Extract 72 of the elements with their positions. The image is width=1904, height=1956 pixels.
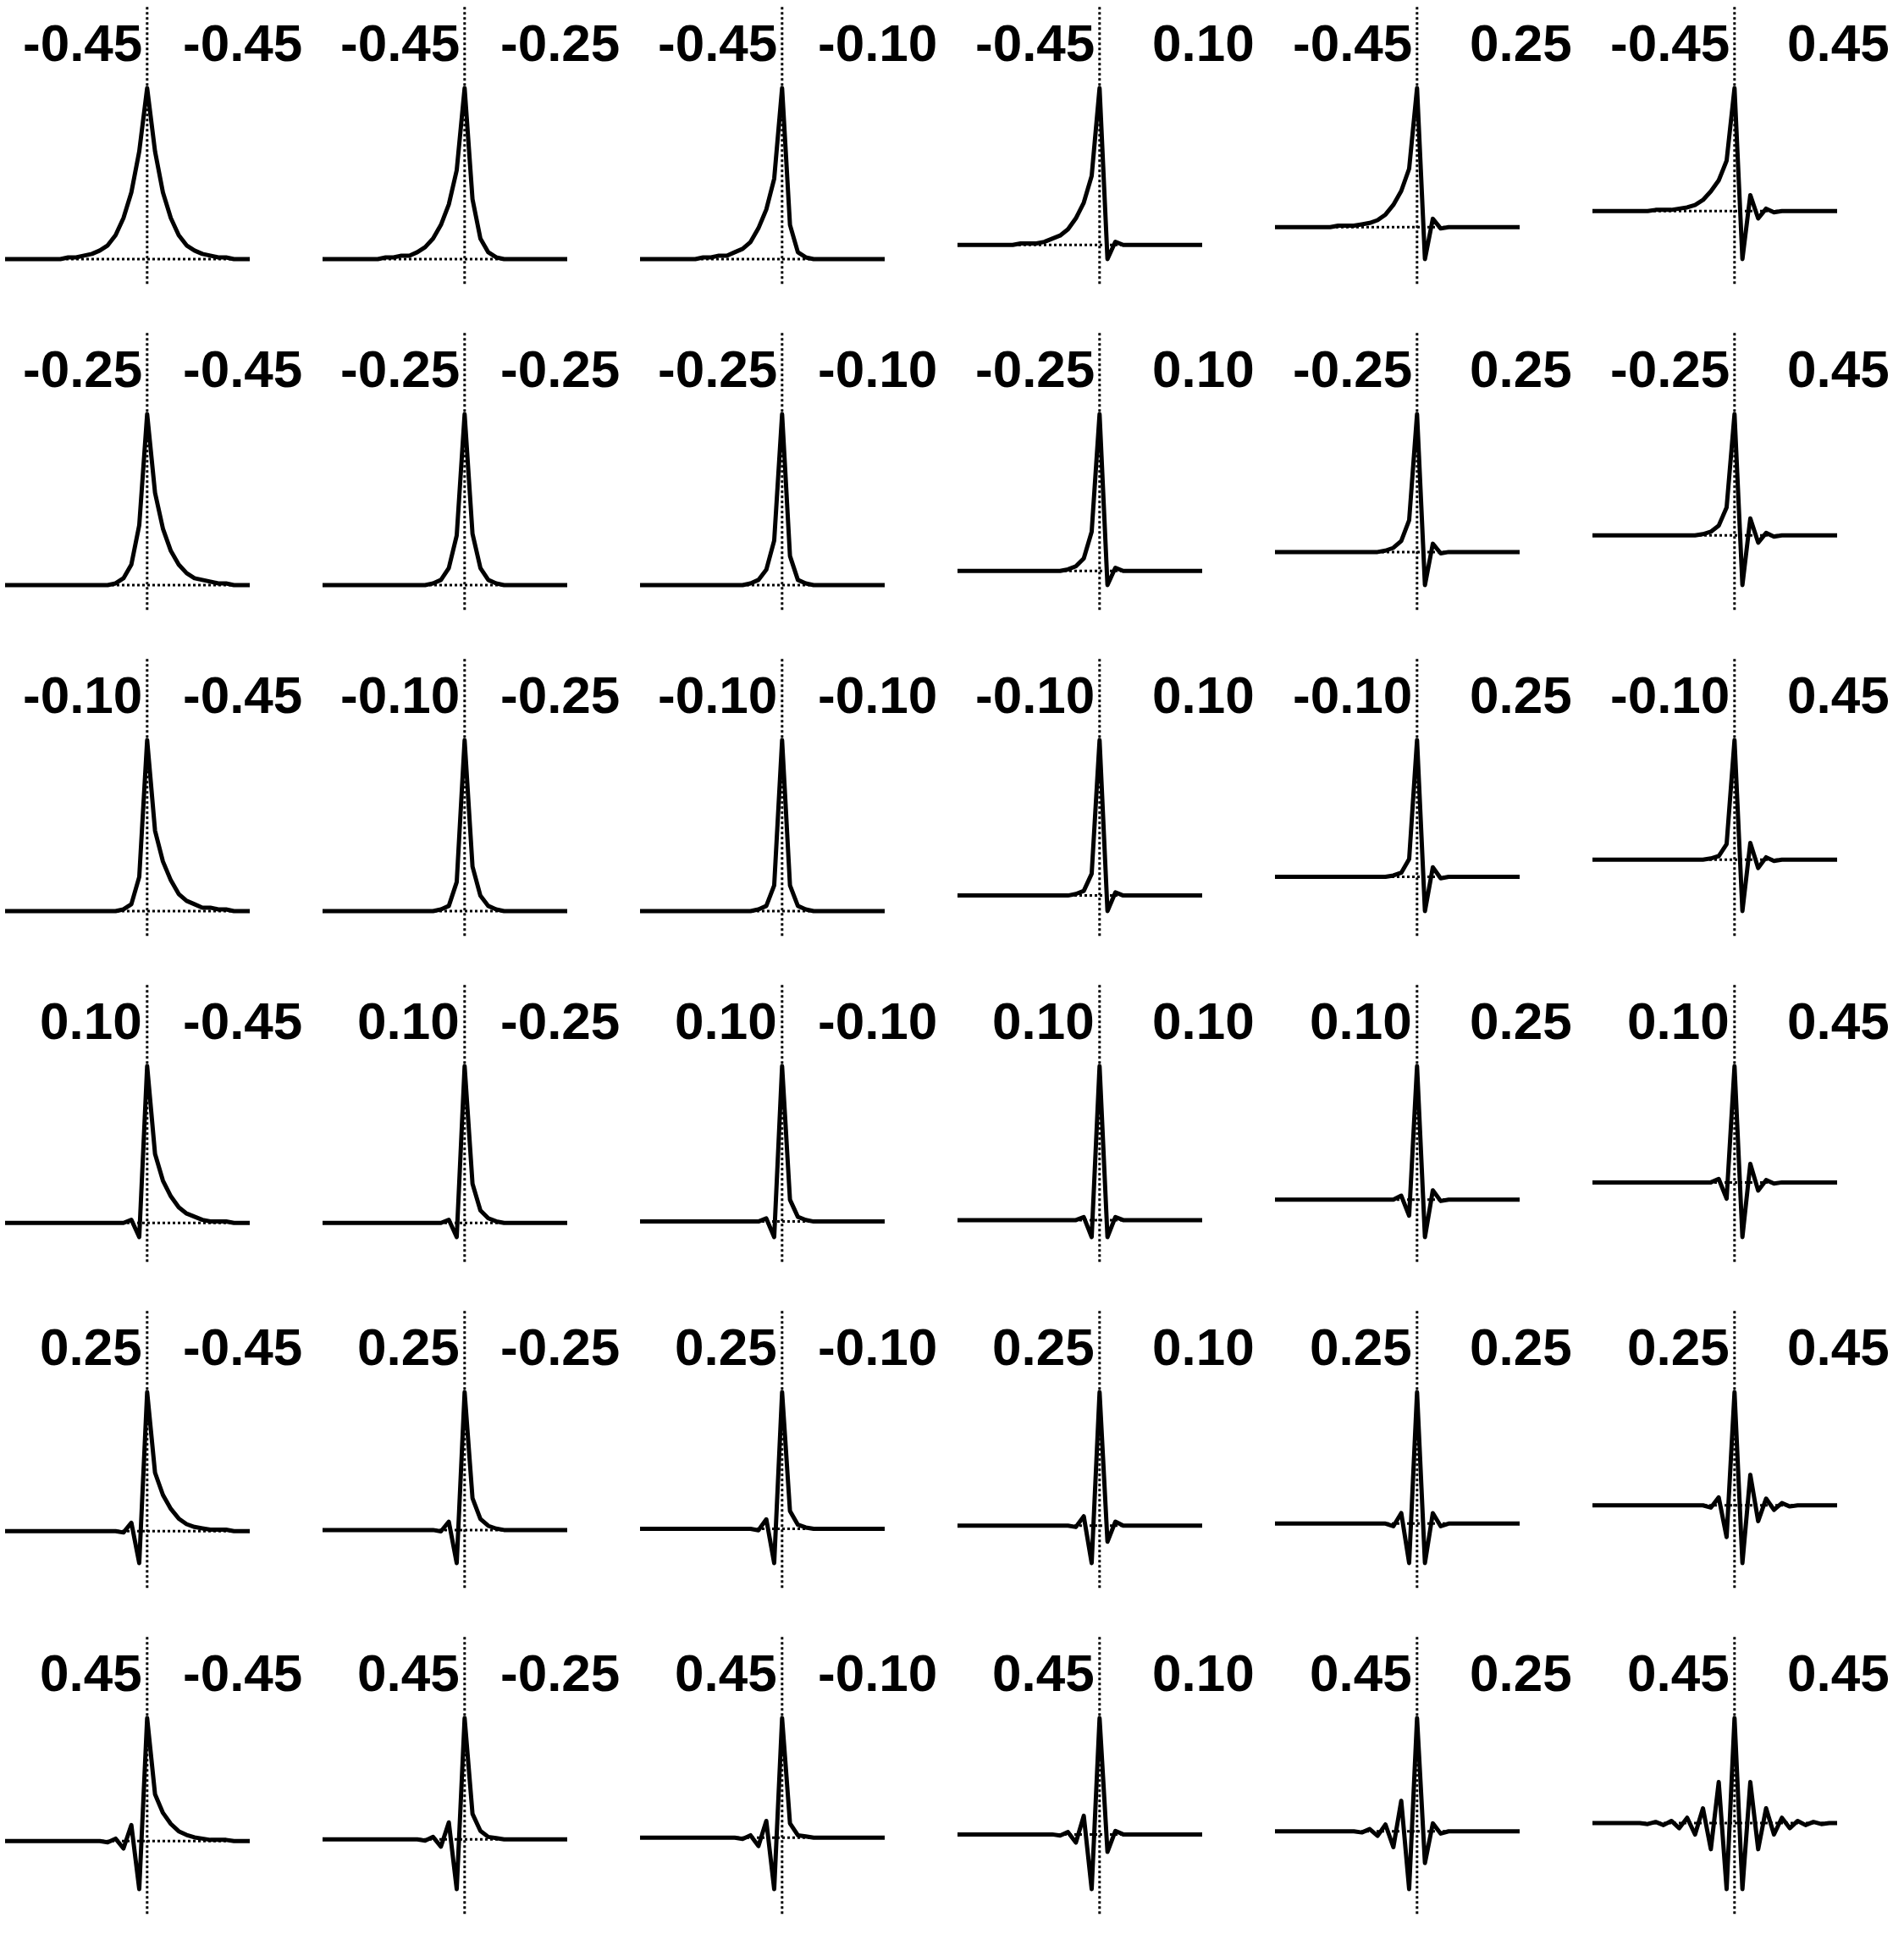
text: 0.45 [1787, 1318, 1890, 1376]
text: -0.10 [23, 666, 143, 724]
text: 0.25 [1470, 1644, 1572, 1702]
text: 0.45 [357, 1644, 460, 1702]
text: 0.10 [1152, 14, 1255, 72]
text: -0.10 [1293, 666, 1413, 724]
text: 0.45 [1310, 1644, 1412, 1702]
text: -0.25 [500, 1644, 621, 1702]
text: 0.45 [1787, 1644, 1890, 1702]
text: -0.45 [183, 1644, 303, 1702]
text: -0.10 [818, 992, 938, 1050]
text: -0.25 [23, 340, 143, 398]
text: 0.25 [1310, 1318, 1412, 1376]
text: -0.25 [658, 340, 778, 398]
text: -0.45 [183, 992, 303, 1050]
text: 0.10 [1152, 1318, 1255, 1376]
text: -0.10 [658, 666, 778, 724]
text: 0.45 [1627, 1644, 1730, 1702]
text: 0.25 [675, 1318, 777, 1376]
text: 0.25 [357, 1318, 460, 1376]
text: -0.10 [818, 1644, 938, 1702]
text: -0.10 [818, 14, 938, 72]
text: 0.10 [1310, 992, 1412, 1050]
text: -0.10 [1610, 666, 1730, 724]
text: -0.25 [340, 340, 461, 398]
text: -0.10 [818, 666, 938, 724]
text: 0.45 [1787, 340, 1890, 398]
text: 0.25 [1470, 1318, 1572, 1376]
text: 0.45 [1787, 666, 1890, 724]
text: 0.45 [992, 1644, 1095, 1702]
text: -0.25 [1293, 340, 1413, 398]
text: 0.10 [1152, 666, 1255, 724]
text: 0.10 [1152, 1644, 1255, 1702]
text: 0.10 [675, 992, 777, 1050]
text: -0.25 [500, 340, 621, 398]
text: 0.25 [40, 1318, 142, 1376]
text: -0.45 [658, 14, 778, 72]
text: -0.25 [500, 992, 621, 1050]
text: -0.45 [183, 1318, 303, 1376]
text: 0.10 [1152, 340, 1255, 398]
text: 0.10 [1627, 992, 1730, 1050]
text: -0.10 [818, 1318, 938, 1376]
text: 0.10 [992, 992, 1095, 1050]
text: 0.25 [1470, 992, 1572, 1050]
text: -0.10 [975, 666, 1095, 724]
text: -0.45 [340, 14, 461, 72]
text: -0.45 [183, 14, 303, 72]
text: 0.25 [1470, 340, 1572, 398]
text: -0.45 [1610, 14, 1730, 72]
text: -0.25 [500, 14, 621, 72]
text: 0.45 [1787, 14, 1890, 72]
text: -0.25 [1610, 340, 1730, 398]
text: 0.25 [1627, 1318, 1730, 1376]
text: -0.45 [183, 340, 303, 398]
text: -0.10 [340, 666, 461, 724]
text: -0.45 [1293, 14, 1413, 72]
text: 0.10 [40, 992, 142, 1050]
text: -0.45 [183, 666, 303, 724]
text: 0.10 [1152, 992, 1255, 1050]
text: 0.10 [357, 992, 460, 1050]
text: -0.25 [500, 1318, 621, 1376]
text: 0.45 [1787, 992, 1890, 1050]
text: 0.45 [675, 1644, 777, 1702]
text: 0.45 [40, 1644, 142, 1702]
text: -0.45 [975, 14, 1095, 72]
text: 0.25 [992, 1318, 1095, 1376]
text: 0.25 [1470, 14, 1572, 72]
text: -0.10 [818, 340, 938, 398]
text: -0.45 [23, 14, 143, 72]
text: -0.25 [975, 340, 1095, 398]
text: -0.25 [500, 666, 621, 724]
text: 0.25 [1470, 666, 1572, 724]
